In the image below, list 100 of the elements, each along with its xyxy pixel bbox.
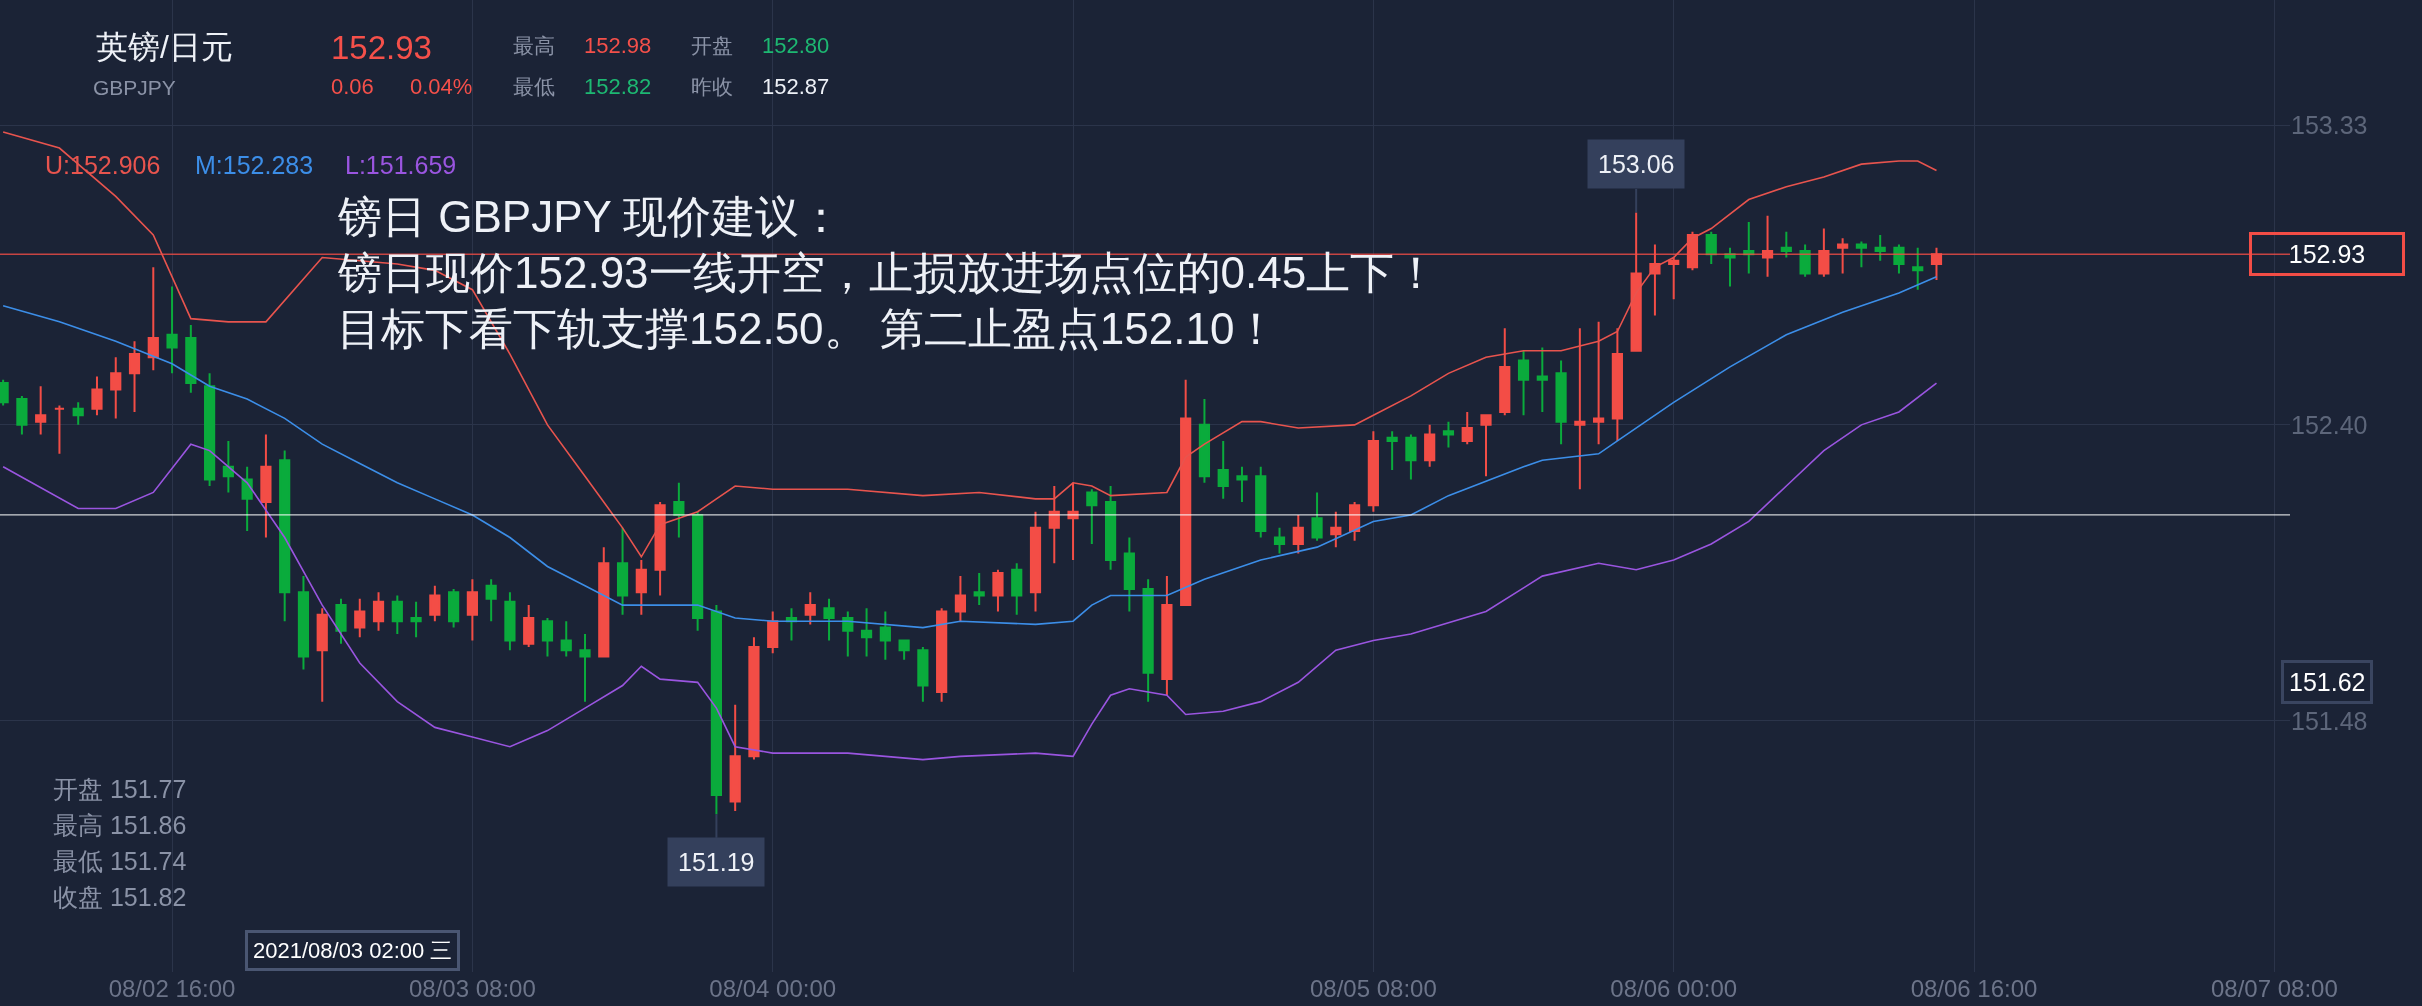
candlestick: [1593, 320, 1605, 446]
candlestick: [1555, 359, 1567, 446]
candlestick: [1799, 243, 1811, 278]
candlestick: [898, 639, 910, 661]
x-tick-label: 08/06 16:00: [1910, 975, 2038, 1002]
candlestick: [241, 465, 253, 533]
candlestick: [53, 404, 66, 455]
candlestick: [297, 575, 310, 671]
annotation: 镑日 GBPJPY 现价建议：: [337, 192, 844, 241]
candlestick: [1236, 465, 1248, 504]
annotation: 151.62: [2289, 668, 2366, 696]
annotation: 152.93: [331, 29, 432, 66]
candlestick: [1461, 410, 1473, 446]
candlestick: [354, 597, 366, 639]
candlestick: [1424, 423, 1436, 468]
x-tick-label: 08/02 16:00: [108, 975, 236, 1002]
candlestick: [1142, 578, 1154, 703]
candlestick: [1386, 430, 1398, 471]
candlestick: [673, 481, 685, 539]
candlestick: [936, 607, 948, 703]
candlestick: [1217, 439, 1229, 500]
candlestick: [1311, 491, 1323, 542]
candlestick: [823, 597, 835, 642]
annotation: 151.19: [678, 848, 755, 876]
candlestick: [1574, 327, 1586, 491]
candlestick: [1442, 420, 1455, 449]
x-tick-label: 08/04 00:00: [709, 975, 837, 1002]
text: GBPJPY: [93, 76, 176, 99]
candlestick: [635, 559, 647, 616]
candlestick: [954, 575, 967, 623]
text: M:152.283: [195, 151, 314, 179]
annotation: 最高: [513, 34, 555, 57]
candlestick: [1011, 562, 1023, 616]
candlestick: [166, 285, 178, 375]
annotation: 152.87: [762, 74, 830, 99]
candlestick: [147, 266, 159, 372]
candlestick: [1273, 526, 1286, 555]
candlestick: [1499, 327, 1511, 417]
annotation: 152.98: [584, 33, 652, 58]
y-tick-label: 153.33: [2291, 111, 2368, 140]
candlestick: [316, 607, 328, 703]
candlestick: [110, 356, 122, 420]
text: 英镑/日元: [96, 29, 233, 66]
candlestick: [504, 591, 516, 652]
candlestick: [1086, 488, 1098, 545]
candlestick: [523, 604, 535, 648]
candlestick: [785, 607, 798, 642]
annotation: 0.04%: [410, 74, 473, 99]
candlestick: [72, 401, 84, 426]
candlestick: [1893, 243, 1905, 275]
candlestick: [541, 616, 554, 658]
annotation: 152.80: [762, 33, 830, 58]
candlestick: [860, 607, 873, 658]
candlestick: [16, 394, 28, 436]
candlestick: [992, 568, 1004, 613]
x-tick-label: 08/07 08:00: [2210, 975, 2338, 1002]
candlestick: [279, 449, 291, 623]
candlestick: [729, 703, 741, 813]
candlestick: [466, 578, 478, 642]
candlestick: [1855, 240, 1868, 269]
candlestick: [185, 324, 197, 394]
annotation: 开盘: [691, 34, 733, 57]
candlestick: [91, 375, 103, 417]
annotation: 153.06: [1598, 150, 1675, 178]
candlestick: [616, 526, 629, 616]
annotation: 最低: [513, 75, 555, 98]
candlestick: [579, 633, 591, 703]
candlestick: [1330, 510, 1342, 549]
candlestick: [372, 591, 385, 632]
candlestick: [204, 372, 216, 487]
annotation: 最低 151.74: [53, 847, 187, 875]
candlestick: [1367, 430, 1379, 513]
candlestick: [1104, 485, 1117, 571]
candlestick: [1668, 256, 1680, 301]
candlestick: [1724, 246, 1736, 288]
candlestick: [1198, 398, 1211, 484]
candlestick: [1536, 346, 1548, 413]
candlestick: [391, 594, 403, 636]
candlestick: [1912, 246, 1924, 291]
candlestick: [1705, 230, 1717, 265]
candlestick: [973, 571, 985, 607]
candlestick: [429, 584, 441, 623]
candlestick: [1292, 513, 1304, 555]
candlestick: [1743, 221, 1755, 275]
x-tick-label: 08/03 08:00: [408, 975, 536, 1002]
candlestick: [1611, 327, 1623, 442]
candlestick: [598, 546, 610, 658]
candlestick: [35, 385, 47, 436]
candlestick: [1123, 536, 1135, 613]
candlestick: [917, 645, 929, 703]
candlestick: [222, 439, 234, 494]
candlestick: [842, 610, 854, 658]
candlestick: [1874, 233, 1886, 262]
candlestick: [1029, 510, 1042, 613]
candlestick: [879, 610, 891, 661]
candlestick: [1480, 414, 1492, 478]
annotation: 最高 151.86: [53, 811, 187, 839]
candlestick: [260, 433, 272, 539]
candlestick: [804, 591, 816, 626]
line-series: [2, 382, 1938, 761]
